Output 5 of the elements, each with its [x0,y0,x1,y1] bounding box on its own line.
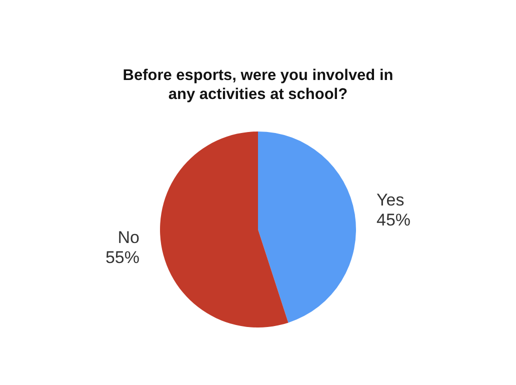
slice-label: No [118,228,140,247]
slice-label: Yes [376,190,404,210]
data-label: 55% [105,248,140,267]
chart-title: Before esports, were you involved in any activities at school? [122,66,394,104]
data-label: 45% [376,210,411,230]
